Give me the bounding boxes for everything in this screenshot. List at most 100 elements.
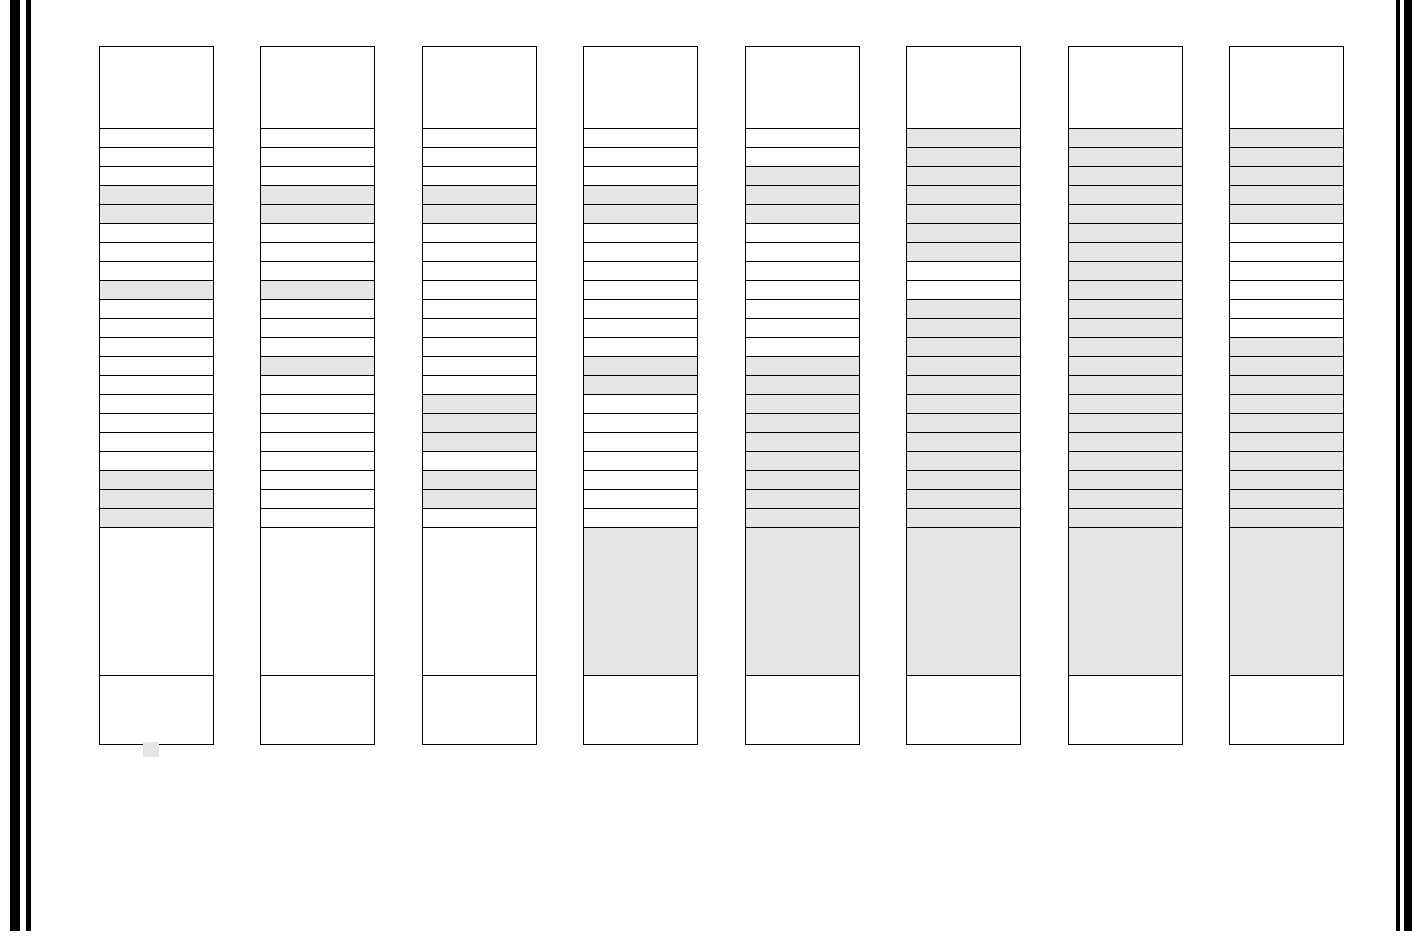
table-row[interactable] [261,243,374,262]
table-row[interactable] [423,205,536,224]
table-row[interactable] [261,414,374,433]
table-row[interactable] [100,376,213,395]
grid-column-8[interactable] [1229,46,1344,745]
column-body-block-1[interactable] [100,528,213,676]
table-row[interactable] [423,167,536,186]
table-row[interactable] [907,262,1020,281]
table-row[interactable] [584,319,697,338]
column-body-block-3[interactable] [423,528,536,676]
table-row[interactable] [746,338,859,357]
table-row[interactable] [1230,167,1343,186]
table-row[interactable] [1230,186,1343,205]
table-row[interactable] [1069,148,1182,167]
table-row[interactable] [1230,414,1343,433]
table-row[interactable] [584,243,697,262]
table-row[interactable] [746,167,859,186]
table-row[interactable] [746,281,859,300]
table-row[interactable] [907,490,1020,509]
table-row[interactable] [100,490,213,509]
table-row[interactable] [261,186,374,205]
table-row[interactable] [584,167,697,186]
table-row[interactable] [907,376,1020,395]
table-row[interactable] [746,414,859,433]
table-row[interactable] [423,243,536,262]
table-row[interactable] [261,281,374,300]
table-row[interactable] [584,433,697,452]
table-row[interactable] [261,509,374,528]
table-row[interactable] [100,357,213,376]
grid-column-5[interactable] [745,46,860,745]
table-row[interactable] [261,338,374,357]
table-row[interactable] [1230,357,1343,376]
table-row[interactable] [1230,471,1343,490]
table-row[interactable] [423,319,536,338]
table-row[interactable] [584,357,697,376]
table-row[interactable] [1069,186,1182,205]
column-body-block-6[interactable] [907,528,1020,676]
column-body-block-4[interactable] [584,528,697,676]
table-row[interactable] [261,433,374,452]
table-row[interactable] [1069,433,1182,452]
table-row[interactable] [584,414,697,433]
table-row[interactable] [584,205,697,224]
table-row[interactable] [1230,452,1343,471]
table-row[interactable] [423,338,536,357]
column-body-block-8[interactable] [1230,528,1343,676]
table-row[interactable] [1069,376,1182,395]
table-row[interactable] [100,205,213,224]
table-row[interactable] [746,357,859,376]
table-row[interactable] [100,243,213,262]
table-row[interactable] [423,509,536,528]
table-row[interactable] [423,300,536,319]
table-row[interactable] [1069,414,1182,433]
table-row[interactable] [584,281,697,300]
table-row[interactable] [100,281,213,300]
table-row[interactable] [1230,243,1343,262]
table-row[interactable] [423,148,536,167]
table-row[interactable] [1069,281,1182,300]
table-row[interactable] [1069,509,1182,528]
grid-column-7[interactable] [1068,46,1183,745]
table-row[interactable] [907,281,1020,300]
table-row[interactable] [1230,338,1343,357]
table-row[interactable] [584,395,697,414]
table-row[interactable] [1069,262,1182,281]
grid-column-3[interactable] [422,46,537,745]
table-row[interactable] [423,129,536,148]
table-row[interactable] [1069,243,1182,262]
table-row[interactable] [584,262,697,281]
table-row[interactable] [1230,395,1343,414]
table-row[interactable] [261,452,374,471]
table-row[interactable] [100,186,213,205]
table-row[interactable] [746,300,859,319]
table-row[interactable] [1069,205,1182,224]
table-row[interactable] [1069,471,1182,490]
table-row[interactable] [261,167,374,186]
table-row[interactable] [100,509,213,528]
table-row[interactable] [907,452,1020,471]
table-row[interactable] [584,186,697,205]
table-row[interactable] [746,129,859,148]
table-row[interactable] [746,395,859,414]
table-row[interactable] [1230,433,1343,452]
table-row[interactable] [907,395,1020,414]
table-row[interactable] [1069,452,1182,471]
table-row[interactable] [100,148,213,167]
table-row[interactable] [100,471,213,490]
table-row[interactable] [1230,224,1343,243]
table-row[interactable] [746,490,859,509]
table-row[interactable] [907,129,1020,148]
table-row[interactable] [261,319,374,338]
table-row[interactable] [1069,395,1182,414]
table-row[interactable] [261,205,374,224]
table-row[interactable] [1230,148,1343,167]
grid-column-2[interactable] [260,46,375,745]
table-row[interactable] [1069,357,1182,376]
table-row[interactable] [261,357,374,376]
table-row[interactable] [1230,281,1343,300]
table-row[interactable] [261,129,374,148]
table-row[interactable] [746,262,859,281]
table-row[interactable] [1230,205,1343,224]
table-row[interactable] [584,129,697,148]
table-row[interactable] [1230,300,1343,319]
